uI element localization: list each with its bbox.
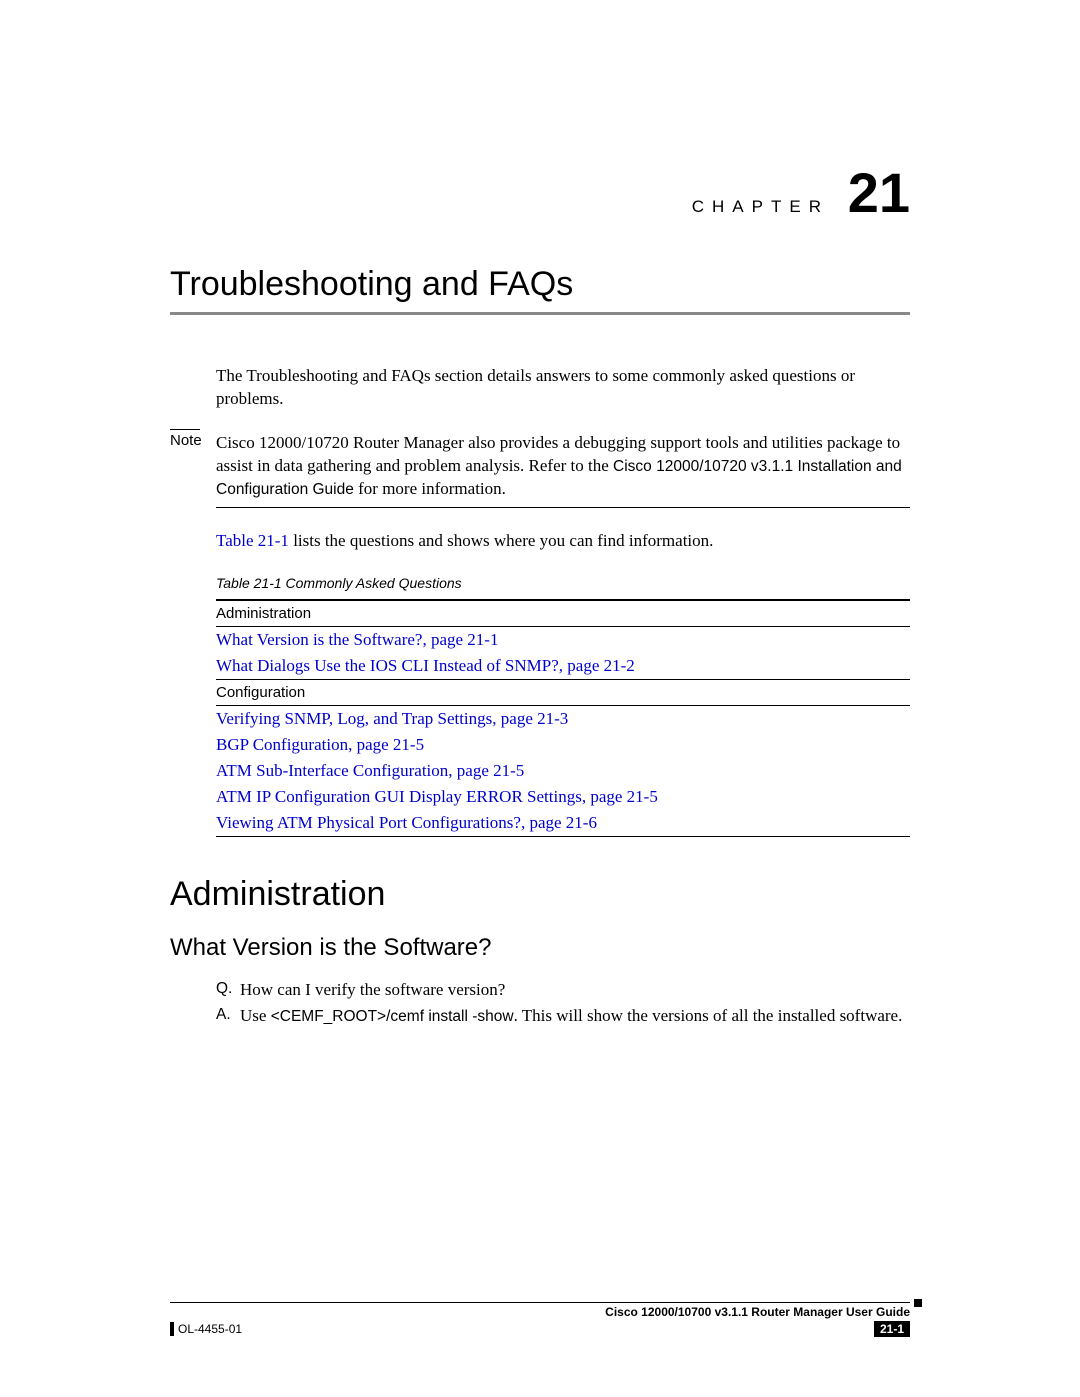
table-row[interactable]: ATM IP Configuration GUI Display ERROR S… (216, 787, 658, 806)
note-content: Cisco 12000/10720 Router Manager also pr… (216, 432, 910, 501)
chapter-title: Troubleshooting and FAQs (170, 265, 910, 304)
title-rule (170, 312, 910, 315)
table-section-admin: Administration (216, 601, 910, 626)
table-ref-link[interactable]: Table 21-1 (216, 531, 289, 550)
a-text: Use <CEMF_ROOT>/cemf install -show. This… (240, 1006, 902, 1026)
table-row[interactable]: BGP Configuration, page 21-5 (216, 735, 424, 754)
a-post: . This will show the versions of all the… (514, 1006, 903, 1025)
table-caption: Table 21-1 Commonly Asked Questions (216, 575, 910, 591)
chapter-number: 21 (848, 161, 910, 224)
footer-docnum: OL-4455-01 (170, 1322, 242, 1336)
page-footer: Cisco 12000/10700 v3.1.1 Router Manager … (170, 1302, 910, 1337)
a-cmd: <CEMF_ROOT>/cemf install -show (271, 1008, 514, 1025)
q-tag: Q. (216, 980, 240, 1000)
chapter-label-row: CHAPTER 21 (170, 160, 910, 225)
table-row[interactable]: What Dialogs Use the IOS CLI Instead of … (216, 656, 635, 675)
intro-paragraph: The Troubleshooting and FAQs section det… (216, 365, 910, 411)
note-block: Note Cisco 12000/10720 Router Manager al… (170, 429, 910, 508)
qa-block: Q. How can I verify the software version… (216, 980, 910, 1026)
footer-page: 21-1 (874, 1321, 910, 1337)
note-label: Note (170, 432, 216, 449)
table-section-config: Configuration (216, 680, 910, 705)
a-pre: Use (240, 1006, 271, 1025)
note-text-2: for more information. (354, 479, 506, 498)
table-row[interactable]: ATM Sub-Interface Configuration, page 21… (216, 761, 524, 780)
table-row[interactable]: Verifying SNMP, Log, and Trap Settings, … (216, 709, 568, 728)
table-intro-rest: lists the questions and shows where you … (289, 531, 713, 550)
table-intro: Table 21-1 lists the questions and shows… (216, 530, 910, 553)
q-text: How can I verify the software version? (240, 980, 505, 1000)
document-page: CHAPTER 21 Troubleshooting and FAQs The … (0, 0, 1080, 1397)
footer-guide: Cisco 12000/10700 v3.1.1 Router Manager … (170, 1302, 910, 1319)
section-heading: Administration (170, 875, 910, 914)
chapter-word: CHAPTER (692, 197, 829, 216)
faq-table: Administration What Version is the Softw… (216, 599, 910, 837)
table-row[interactable]: Viewing ATM Physical Port Configurations… (216, 813, 597, 832)
a-tag: A. (216, 1006, 240, 1026)
table-row[interactable]: What Version is the Software?, page 21-1 (216, 630, 498, 649)
subsection-heading: What Version is the Software? (170, 934, 910, 962)
